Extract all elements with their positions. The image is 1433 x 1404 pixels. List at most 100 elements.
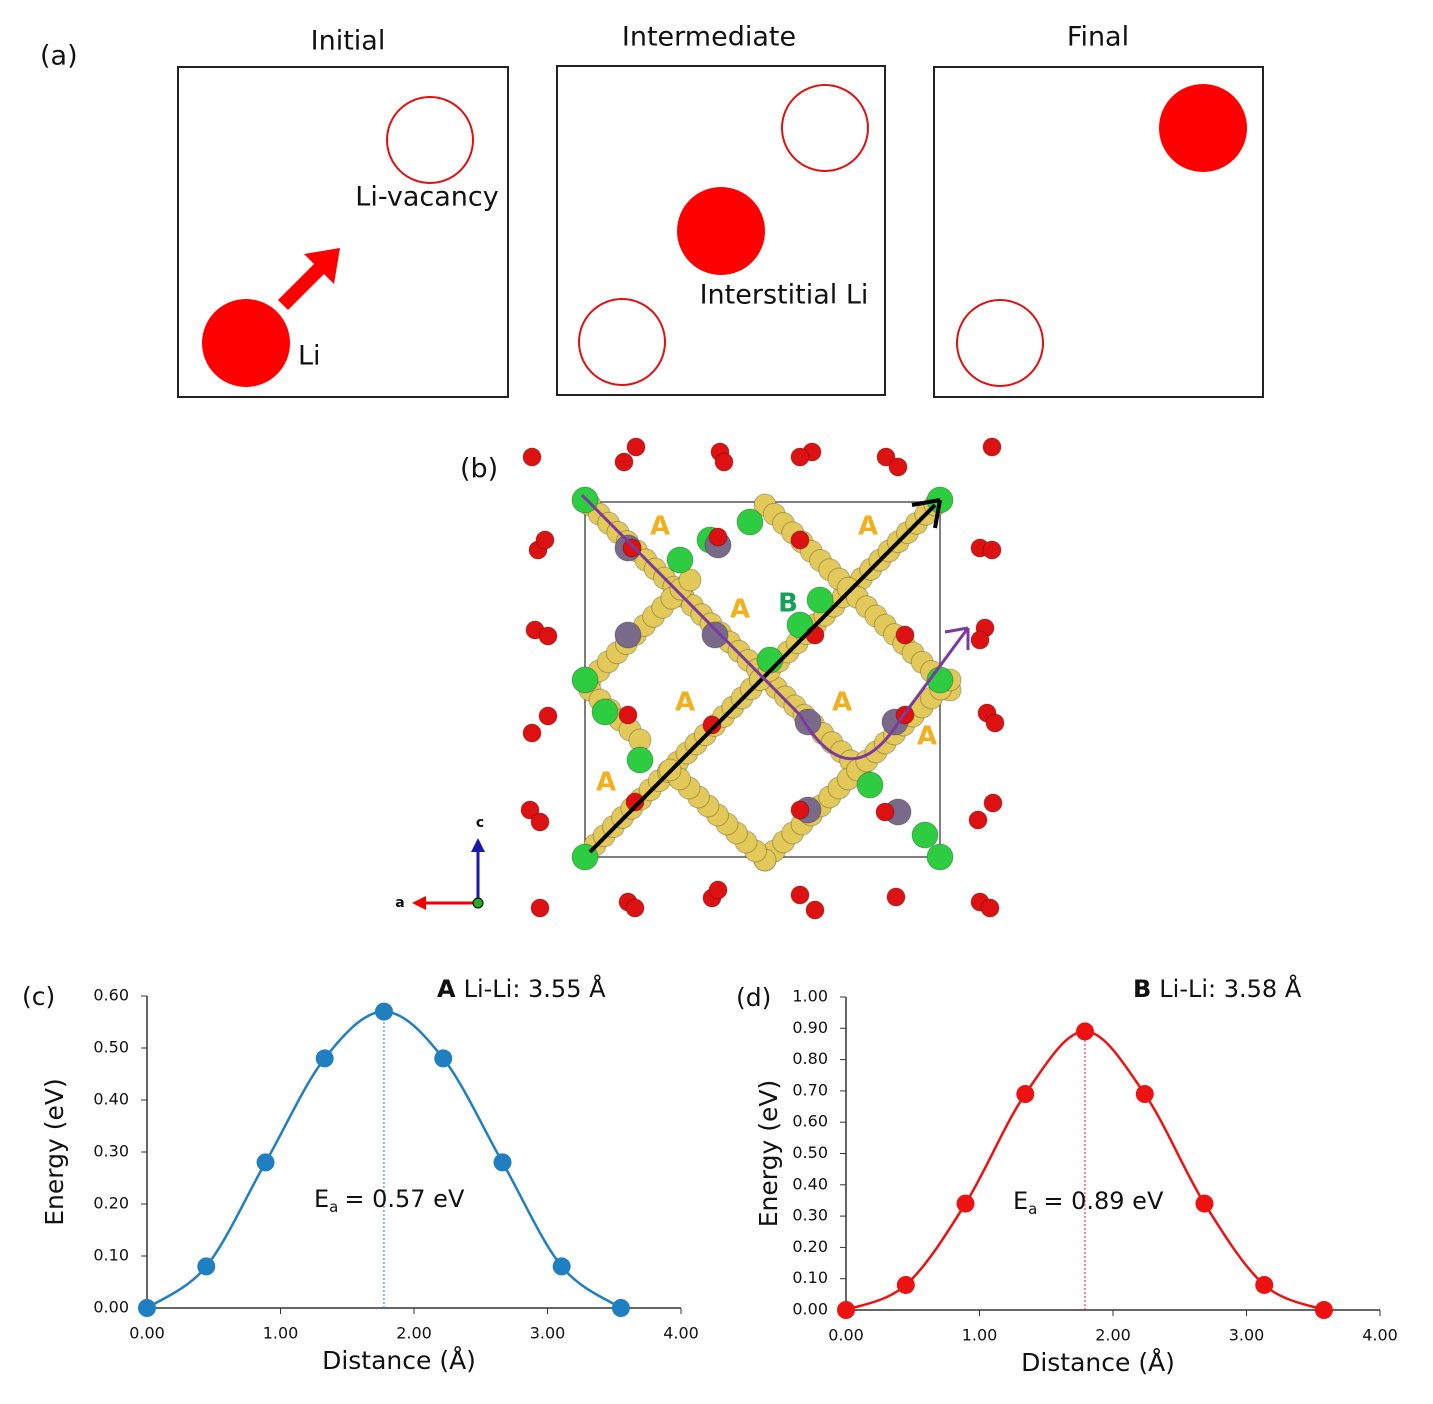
annotation-part: = 0.89 eV xyxy=(1043,1187,1164,1215)
data-point xyxy=(1255,1275,1274,1294)
green-atom xyxy=(806,586,834,614)
green-atom xyxy=(626,746,654,774)
red-atom xyxy=(618,705,638,725)
y-tick-label: 1.00 xyxy=(792,987,828,1006)
data-point xyxy=(1135,1085,1154,1104)
yellow-atom xyxy=(678,568,702,592)
y-tick-label: 0.70 xyxy=(792,1080,828,1099)
data-point xyxy=(434,1049,453,1068)
site-label: A xyxy=(858,512,878,542)
x-tick-label: 4.00 xyxy=(663,1324,699,1343)
red-atom xyxy=(614,452,634,472)
annotation-part: E xyxy=(1013,1187,1028,1215)
red-atom xyxy=(983,793,1003,813)
data-point xyxy=(1075,1022,1094,1041)
state-title: Final xyxy=(1067,22,1129,53)
y-tick-label: 0.60 xyxy=(93,986,129,1005)
title-part: A xyxy=(437,975,456,1003)
y-axis-label: Energy (eV) xyxy=(754,1080,783,1227)
axis-label: a xyxy=(395,895,404,911)
vacancy xyxy=(578,298,666,386)
x-tick-label: 1.00 xyxy=(263,1324,299,1343)
red-atom xyxy=(708,880,728,900)
y-tick-label: 0.50 xyxy=(792,1143,828,1162)
purple-atom xyxy=(614,621,642,649)
red-atom xyxy=(625,898,645,918)
chart-title: B Li-Li: 3.58 Å xyxy=(1133,974,1302,1003)
red-atom xyxy=(805,625,825,645)
annotation-part: a xyxy=(329,1197,338,1215)
red-atom xyxy=(888,457,908,477)
axis-origin xyxy=(472,897,484,909)
data-point xyxy=(956,1194,975,1213)
red-atom xyxy=(625,792,645,812)
red-atom xyxy=(538,626,558,646)
arrow-head xyxy=(911,498,942,529)
data-point xyxy=(256,1153,275,1172)
data-point xyxy=(138,1299,156,1317)
red-atom xyxy=(980,898,1000,918)
data-point xyxy=(315,1049,334,1068)
green-atom xyxy=(926,843,954,871)
state-title: Intermediate xyxy=(622,22,796,53)
site-label: A xyxy=(832,688,852,718)
red-atom xyxy=(530,898,550,918)
x-axis-label: Distance (Å) xyxy=(1021,1348,1175,1377)
y-tick-label: 0.80 xyxy=(792,1049,828,1068)
title-part: Li-Li: 3.55 Å xyxy=(464,974,607,1003)
site-label: A xyxy=(596,768,616,798)
y-tick-label: 0.00 xyxy=(792,1300,828,1319)
data-point xyxy=(493,1153,512,1172)
site-label: A xyxy=(917,722,937,752)
x-tick-label: 2.00 xyxy=(396,1324,432,1343)
y-tick-label: 0.10 xyxy=(792,1268,828,1287)
red-atom xyxy=(876,447,896,467)
red-atom xyxy=(790,800,810,820)
red-atom xyxy=(805,900,825,920)
path-arrow xyxy=(580,493,970,761)
x-tick-label: 3.00 xyxy=(530,1324,566,1343)
panel-label: (c) xyxy=(22,982,55,1011)
panel-label: (a) xyxy=(40,41,78,72)
red-atom xyxy=(790,530,810,550)
vacancy xyxy=(781,84,869,172)
annotation-part: E xyxy=(314,1185,329,1213)
li-atom xyxy=(202,299,290,387)
red-atom xyxy=(875,802,895,822)
green-atom xyxy=(666,546,694,574)
data-point xyxy=(374,1002,393,1021)
y-tick-label: 0.40 xyxy=(93,1090,129,1109)
x-tick-label: 4.00 xyxy=(1362,1326,1398,1345)
green-atom xyxy=(911,821,939,849)
green-atom xyxy=(736,508,764,536)
data-point xyxy=(552,1257,571,1276)
red-atom xyxy=(530,812,550,832)
red-atom xyxy=(520,800,540,820)
x-tick-label: 0.00 xyxy=(828,1326,864,1345)
data-point xyxy=(197,1257,216,1276)
red-atom xyxy=(968,810,988,830)
annotation-part: a xyxy=(1028,1199,1037,1217)
red-atom xyxy=(702,715,722,735)
site-label: A xyxy=(675,688,695,718)
red-atom xyxy=(626,437,646,457)
vacancy xyxy=(386,96,474,184)
x-tick-label: 1.00 xyxy=(962,1326,998,1345)
panel-label: (b) xyxy=(460,454,498,485)
red-atom xyxy=(790,447,810,467)
x-tick-label: 3.00 xyxy=(1229,1326,1265,1345)
li-atom xyxy=(677,187,765,275)
red-atom xyxy=(982,437,1002,457)
green-atom xyxy=(856,771,884,799)
vacancy xyxy=(956,299,1044,387)
red-atom xyxy=(522,447,542,467)
y-tick-label: 0.30 xyxy=(792,1206,828,1225)
y-tick-label: 0.40 xyxy=(792,1174,828,1193)
red-atom xyxy=(970,630,990,650)
red-atom xyxy=(895,625,915,645)
y-tick-label: 0.20 xyxy=(792,1237,828,1256)
arrow-head xyxy=(412,896,426,910)
site-label: Li xyxy=(298,341,321,372)
